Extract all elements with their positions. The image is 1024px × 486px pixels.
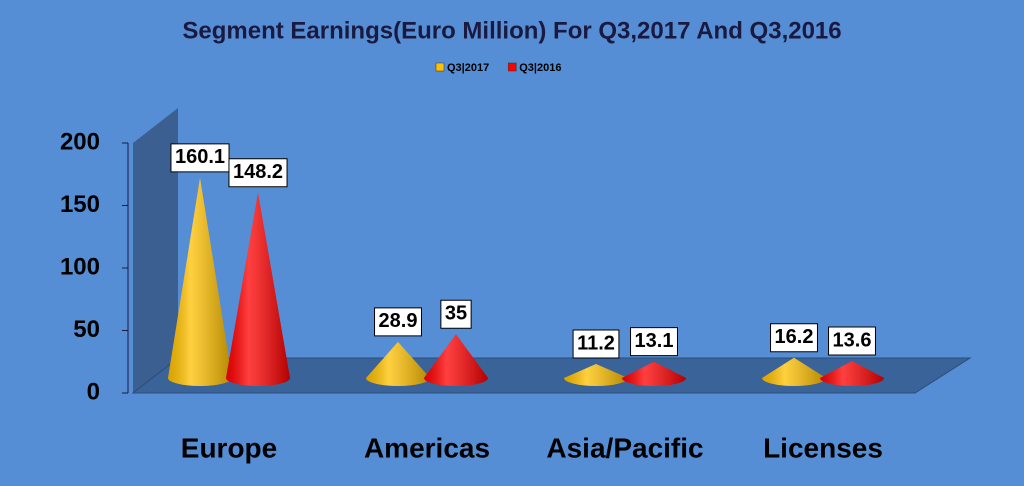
y-tick-label: 50 <box>73 316 100 343</box>
floor <box>131 357 972 394</box>
data-label-box <box>374 307 422 337</box>
data-label-box <box>440 299 472 329</box>
y-tick-label: 0 <box>87 378 100 405</box>
x-tick-label: Asia/Pacific <box>546 432 703 463</box>
x-tick-label: Europe <box>181 432 277 463</box>
data-label-box <box>630 327 678 357</box>
y-tick-label: 150 <box>60 191 100 218</box>
data-label-box <box>228 158 288 188</box>
cone-shade <box>226 192 290 386</box>
cone-shade <box>622 361 686 386</box>
cone-shade <box>168 177 232 386</box>
cone-shade <box>762 357 826 386</box>
data-label-text: 11.2 <box>577 332 615 354</box>
data-label-text: 13.1 <box>635 330 674 352</box>
legend-label: Q3|2017 <box>447 62 489 74</box>
data-label-text: 16.2 <box>775 326 814 348</box>
x-tick-label: Americas <box>364 432 490 463</box>
data-label: 11.2 <box>572 329 620 359</box>
data-label-text: 35 <box>445 303 467 325</box>
cone-shade <box>366 341 430 386</box>
y-tick-label: 200 <box>60 128 100 155</box>
side-wall <box>133 108 178 393</box>
cone-shade <box>564 364 628 386</box>
data-label: 35 <box>440 299 472 329</box>
cone-shade <box>424 334 488 386</box>
data-label: 13.6 <box>828 326 876 356</box>
data-label: 16.2 <box>770 323 818 353</box>
data-label-text: 148.2 <box>233 161 283 183</box>
data-label-text: 28.9 <box>379 310 418 332</box>
data-label: 160.1 <box>170 143 230 173</box>
legend: Q3|2017 Q3|2016 <box>435 62 561 74</box>
data-label-box <box>828 326 876 356</box>
cone-shade <box>820 361 884 386</box>
legend-marker <box>507 62 517 72</box>
data-label: 13.1 <box>630 327 678 357</box>
legend-label: Q3|2016 <box>519 62 561 74</box>
data-label-box <box>572 329 620 359</box>
data-label-box <box>770 323 818 353</box>
y-tick-label: 100 <box>60 253 100 280</box>
data-label-text: 13.6 <box>833 329 872 351</box>
data-label-box <box>170 143 230 173</box>
data-label-text: 160.1 <box>175 146 225 168</box>
data-label: 28.9 <box>374 307 422 337</box>
data-label: 148.2 <box>228 158 288 188</box>
x-tick-label: Licenses <box>763 432 883 463</box>
chart-title: Segment Earnings(Euro Million) For Q3,20… <box>182 17 841 44</box>
legend-marker <box>435 62 445 72</box>
